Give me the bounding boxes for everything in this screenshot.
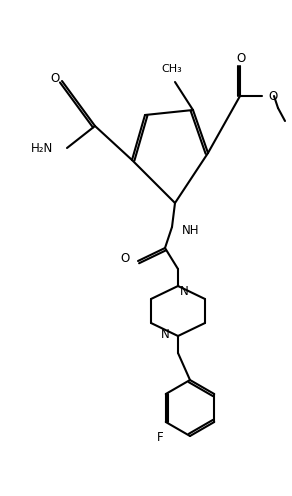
Text: H₂N: H₂N [31, 141, 53, 154]
Text: N: N [161, 328, 170, 342]
Text: O: O [237, 52, 246, 64]
Text: F: F [157, 431, 163, 444]
Text: CH₃: CH₃ [162, 64, 182, 74]
Text: NH: NH [182, 224, 199, 237]
Text: O: O [121, 252, 130, 265]
Text: O: O [51, 72, 60, 85]
Text: O: O [268, 89, 277, 103]
Text: N: N [180, 285, 189, 298]
